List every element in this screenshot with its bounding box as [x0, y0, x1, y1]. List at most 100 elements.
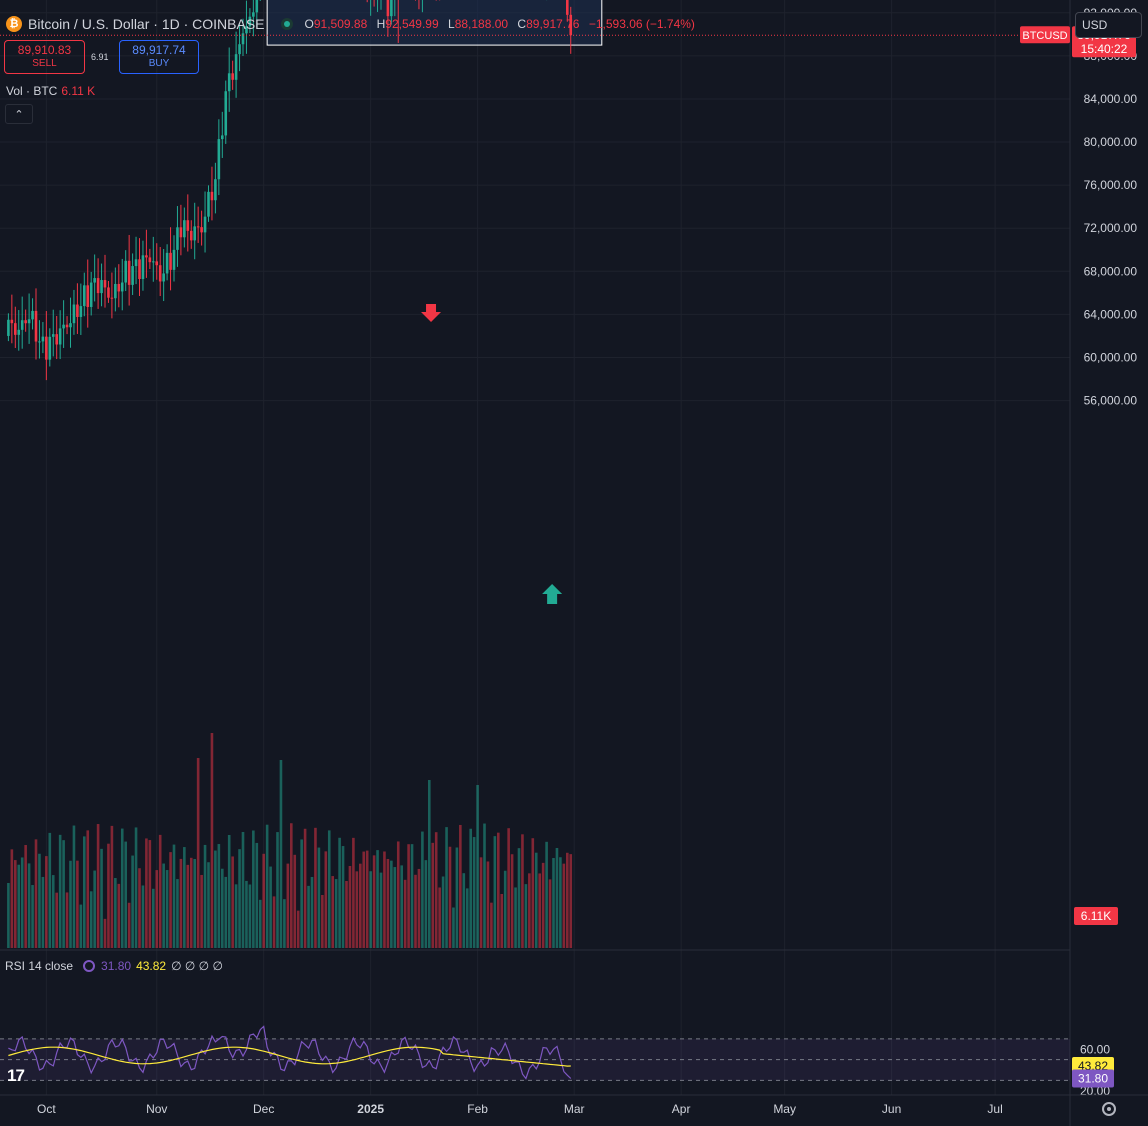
rsi-value: 31.80 [101, 959, 132, 973]
volume-bar [500, 893, 504, 948]
volume-bar [93, 870, 96, 948]
time-axis[interactable]: Oct Nov Dec 2025 Feb Mar Apr May Jun Jul [0, 1094, 1148, 1116]
candle-body [231, 73, 234, 80]
currency-select[interactable]: USD [1075, 12, 1142, 38]
time-tick-label: May [773, 1102, 796, 1116]
volume-bar [452, 907, 455, 948]
buy-button[interactable]: 89,917.74 BUY [119, 40, 199, 74]
volume-bar [552, 858, 555, 948]
volume-bar [410, 844, 414, 948]
spread-value: 6.91 [91, 52, 109, 62]
volume-bar [396, 841, 400, 948]
volume-bar [265, 824, 269, 948]
low-key: L [448, 17, 455, 31]
volume-bar [331, 876, 334, 948]
close-value: 89,917.76 [526, 17, 580, 31]
candle-body [252, 12, 255, 17]
candle-body [93, 278, 96, 283]
time-tick-label: 2025 [357, 1102, 384, 1116]
candle-body [214, 179, 217, 201]
price-axis[interactable]: 136,000.00132,000.00128,000.00124,000.00… [1020, 0, 1137, 1098]
volume-bar [51, 875, 55, 948]
candle-body [145, 255, 148, 258]
volume-bar [124, 841, 127, 948]
volume-bar [200, 874, 203, 948]
volume-bar [310, 876, 314, 948]
volume-legend[interactable]: Vol · BTC 6.11 K [6, 84, 95, 98]
collapse-legend-button[interactable]: ⌃ [5, 104, 33, 124]
volume-tag-bg [1074, 907, 1118, 925]
volume-bar [193, 858, 196, 948]
volume-bar [441, 876, 445, 948]
open-key: O [304, 17, 314, 31]
volume-bar [510, 854, 514, 948]
volume-bar [334, 879, 338, 948]
candle-body [386, 0, 390, 17]
volume-bar [117, 883, 121, 948]
rsi-ma-value: 43.82 [136, 959, 167, 973]
volume-bar [221, 868, 224, 948]
volume-bar [107, 843, 110, 948]
volume-bar [114, 878, 117, 948]
price-tick-label: 84,000.00 [1084, 92, 1138, 106]
volume-bar [24, 845, 27, 948]
volume-bar [58, 834, 62, 948]
tradingview-logo-icon[interactable]: 17 [7, 1066, 25, 1085]
volume-bar [445, 827, 448, 948]
volume-bar [138, 868, 141, 948]
volume-bar [428, 780, 431, 948]
candle-body [169, 252, 172, 270]
candle-body [14, 323, 17, 335]
candle-body [207, 191, 210, 217]
symbol-title[interactable]: Bitcoin / U.S. Dollar · 1D · COINBASE [28, 16, 265, 32]
volume-bar [390, 860, 393, 948]
rsi-settings-icon[interactable] [83, 960, 96, 972]
volume-bar [359, 863, 362, 948]
volume-value: 6.11 K [61, 84, 96, 98]
rsi-pane [0, 949, 1070, 1081]
volume-bar [141, 885, 145, 948]
volume-bar [314, 827, 317, 948]
candle-body [196, 226, 200, 228]
price-grid [0, 0, 1071, 1126]
rsi-legend[interactable]: RSI 14 close 31.80 43.82 ∅ ∅ ∅ ∅ [5, 959, 223, 973]
rsi-line [8, 1025, 572, 1080]
candle-body [179, 227, 183, 238]
volume-bar [559, 857, 562, 948]
range-box-drawing[interactable] [266, 0, 603, 46]
price-tick-label: 80,000.00 [1084, 135, 1138, 149]
volume-bar [421, 831, 424, 948]
volume-bar [262, 853, 265, 948]
volume-label: Vol · BTC [6, 84, 58, 98]
price-tick-label: 60,000.00 [1084, 350, 1138, 364]
candle-body [172, 249, 176, 270]
volume-bar [203, 844, 207, 948]
rsi-label: RSI 14 close [5, 959, 74, 973]
price-tick-label: 64,000.00 [1084, 307, 1138, 321]
candle-body [165, 252, 169, 274]
volume-bar [472, 837, 476, 948]
annotation-arrows[interactable] [421, 304, 563, 604]
time-tick-label: Jun [882, 1102, 901, 1116]
volume-bar [300, 839, 303, 948]
gear-icon[interactable] [1102, 1102, 1116, 1116]
volume-bars [7, 733, 573, 948]
sell-button[interactable]: 89,910.83 SELL [4, 40, 85, 74]
candle-body [241, 33, 245, 45]
candle-body [176, 227, 179, 250]
volume-bar [290, 823, 293, 948]
time-tick-label: Dec [253, 1102, 274, 1116]
volume-bar [110, 825, 114, 948]
volume-bar [152, 888, 155, 948]
volume-bar [372, 855, 376, 948]
volume-bar [327, 830, 331, 948]
close-key: C [517, 17, 527, 31]
volume-bar [296, 910, 300, 948]
volume-bar [227, 834, 231, 948]
volume-bar [62, 840, 65, 948]
volume-bar [352, 837, 355, 948]
volume-bar [348, 865, 352, 948]
volume-bar [231, 856, 234, 948]
candle-body [186, 220, 190, 231]
